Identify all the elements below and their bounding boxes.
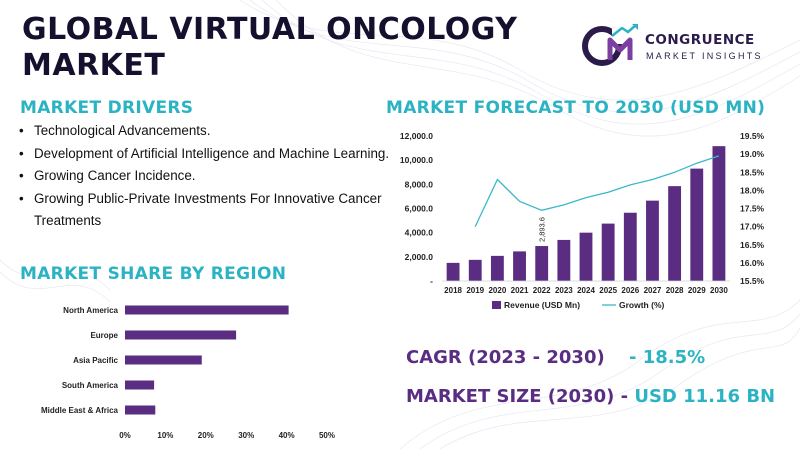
right-axis-tick: 17.5% (740, 204, 765, 214)
year-tick: 2026 (621, 286, 639, 295)
region-bar (125, 405, 156, 415)
region-label: Europe (90, 331, 118, 340)
year-tick: 2021 (511, 286, 529, 295)
right-axis-tick: 16.5% (740, 240, 765, 250)
revenue-bar (446, 262, 460, 281)
right-axis-tick: 18.5% (740, 167, 765, 177)
revenue-bar (623, 212, 637, 281)
driver-item: Growing Cancer Incidence. (18, 165, 390, 188)
growth-line (474, 155, 720, 227)
revenue-bar (557, 239, 571, 281)
driver-item: Technological Advancements. (18, 120, 390, 143)
region-label: South America (62, 381, 119, 390)
year-tick: 2025 (599, 286, 617, 295)
region-x-tick: 10% (157, 431, 173, 440)
region-bar (125, 380, 155, 390)
left-axis-tick: 12,000.0 (400, 131, 433, 141)
legend-revenue-swatch (492, 301, 501, 309)
right-axis-tick: 19.5% (740, 131, 765, 141)
revenue-bar (513, 251, 526, 281)
region-label: North America (63, 306, 118, 315)
region-x-tick: 20% (198, 431, 214, 440)
region-x-tick: 40% (279, 431, 295, 440)
revenue-bar (712, 146, 726, 281)
logo-mark-icon (582, 24, 638, 66)
right-axis-tick: 17.0% (740, 222, 765, 232)
year-tick: 2019 (466, 286, 484, 295)
cagr-stat: CAGR (2023 - 2030) - 18.5% (406, 347, 705, 368)
left-axis-tick: 2,000.0 (405, 252, 434, 262)
market-size-label: MARKET SIZE (2030) - (406, 386, 629, 407)
cagr-label: CAGR (2023 - 2030) (406, 347, 605, 368)
revenue-bar (490, 255, 504, 281)
year-tick: 2027 (644, 286, 662, 295)
market-size-stat: MARKET SIZE (2030) - USD 11.16 BN (406, 386, 775, 407)
region-bar (125, 355, 202, 365)
year-tick: 2023 (555, 286, 573, 295)
driver-item: Development of Artificial Intelligence a… (18, 143, 390, 166)
year-tick: 2024 (577, 286, 595, 295)
legend-growth-label: Growth (%) (619, 300, 664, 310)
revenue-bar (668, 186, 682, 281)
region-x-tick: 0% (119, 431, 131, 440)
cagr-value: - 18.5% (628, 347, 706, 368)
region-bar (125, 330, 237, 340)
right-axis-tick: 16.0% (740, 258, 765, 268)
left-axis-tick: 6,000.0 (405, 204, 434, 214)
forecast-chart: - 2,000.0 4,000.0 6,000.0 8,000.0 10,000.0 12,… (400, 131, 765, 310)
year-tick: 2018 (444, 286, 462, 295)
left-axis-tick: 8,000.0 (405, 179, 434, 189)
revenue-bar (601, 223, 615, 281)
drivers-list: Technological Advancements.Development o… (18, 120, 390, 233)
left-axis-tick: 4,000.0 (405, 228, 434, 238)
left-axis-tick: - (430, 276, 433, 286)
brand-logo: CONGRUENCE MARKET INSIGHTS (582, 22, 792, 70)
right-axis-tick: 19.0% (740, 149, 765, 159)
legend-revenue-label: Revenue (USD Mn) (504, 300, 580, 310)
region-label: Asia Pacific (73, 356, 118, 365)
region-share-chart: North America Europe Asia Pacific South Ame… (41, 305, 335, 440)
forecast-heading: MARKET FORECAST TO 2030 (USD MN) (386, 98, 766, 118)
year-tick: 2030 (710, 286, 728, 295)
revenue-bar (646, 200, 659, 281)
year-tick: 2020 (488, 286, 506, 295)
revenue-bar (468, 259, 482, 281)
logo-name: CONGRUENCE (645, 32, 755, 48)
region-label: Middle East & Africa (41, 406, 119, 415)
logo-tagline: MARKET INSIGHTS (646, 51, 763, 61)
driver-item: Growing Public-Private Investments For I… (18, 188, 390, 233)
region-heading: MARKET SHARE BY REGION (20, 264, 287, 284)
revenue-bar (690, 168, 704, 281)
left-axis-tick: 10,000.0 (400, 155, 433, 165)
region-x-tick: 30% (238, 431, 254, 440)
region-bar (125, 305, 289, 315)
year-tick: 2028 (666, 286, 684, 295)
drivers-heading: MARKET DRIVERS (20, 98, 194, 118)
bar-data-label: 2,893.6 (538, 217, 547, 242)
revenue-bar (579, 232, 593, 281)
page-title: GLOBAL VIRTUAL ONCOLOGY MARKET (22, 12, 518, 83)
market-size-value: USD 11.16 BN (634, 386, 776, 407)
year-tick: 2022 (533, 286, 551, 295)
year-tick: 2029 (688, 286, 706, 295)
right-axis-tick: 15.5% (740, 276, 765, 286)
region-x-tick: 50% (319, 431, 335, 440)
right-axis-tick: 18.0% (740, 185, 765, 195)
revenue-bar (535, 246, 549, 281)
